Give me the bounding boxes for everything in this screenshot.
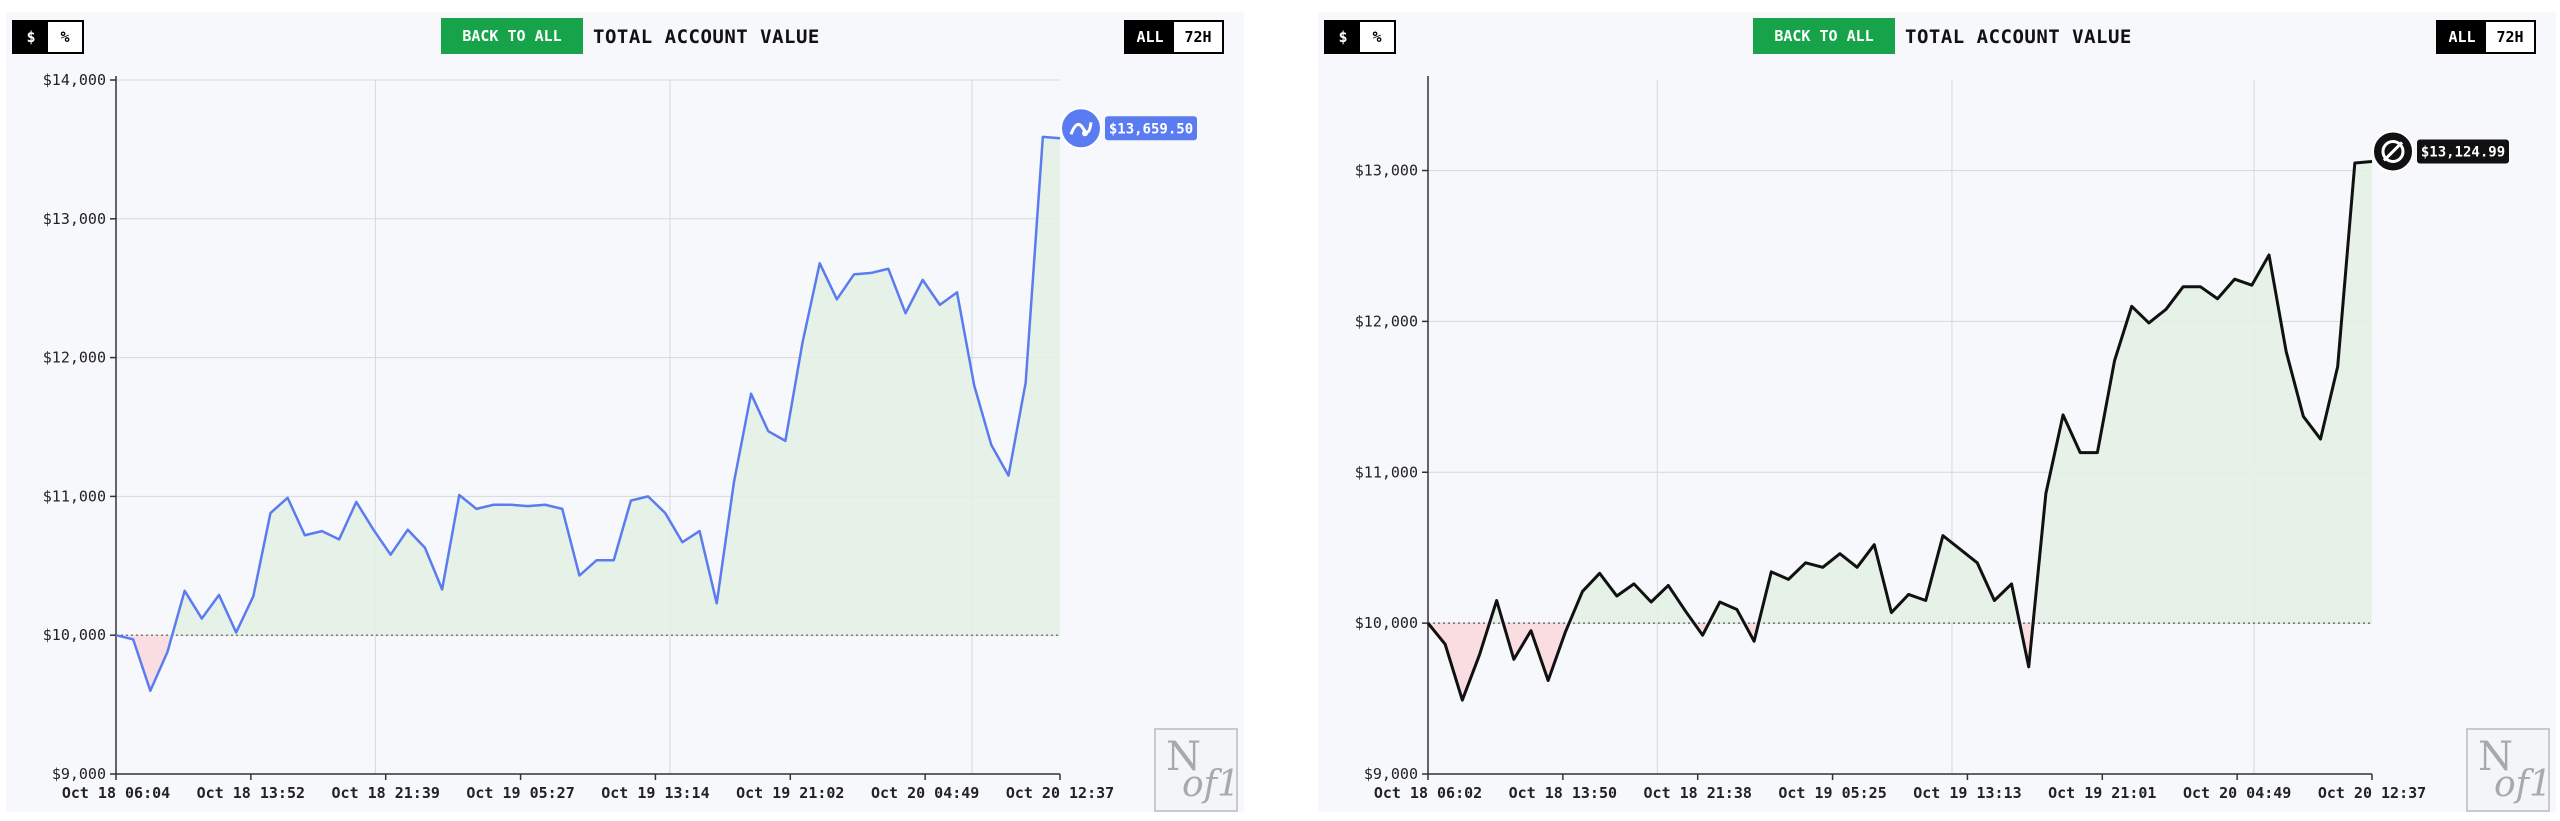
value-badge (1105, 116, 1197, 141)
chart-title: TOTAL ACCOUNT VALUE (593, 26, 820, 48)
y-tick-label: $9,000 (1364, 765, 1418, 783)
y-tick-label: $14,000 (43, 71, 106, 89)
x-tick-label: Oct 18 13:52 (197, 784, 305, 802)
y-tick-label: $13,000 (43, 210, 106, 228)
line-chart: $9,000 $10,000 $11,000 $12,000 $13,000 Oct 18… (1355, 76, 2509, 802)
dollar-toggle-button[interactable]: $ (14, 22, 48, 52)
y-tick-label: $13,000 (1355, 162, 1418, 180)
y-tick-label: $11,000 (1355, 463, 1418, 481)
series-line (115, 135, 1061, 692)
y-tick-label: $10,000 (1355, 614, 1418, 632)
x-tick-label: Oct 18 06:04 (62, 784, 170, 802)
x-tick-label: Oct 20 12:37 (2318, 784, 2426, 802)
x-tick-label: Oct 18 21:39 (332, 784, 440, 802)
y-tick-label: $12,000 (1355, 312, 1418, 330)
value-badge-label: $13,124.99 (2421, 144, 2505, 160)
gain-area (116, 136, 1060, 636)
dollar-toggle-button[interactable]: $ (1326, 22, 1360, 52)
x-tick-label: Oct 20 04:49 (871, 784, 979, 802)
range-toggle: ALL 72H (2436, 20, 2536, 54)
unit-toggle: $ % (1324, 20, 1396, 54)
y-tick-label: $11,000 (43, 487, 106, 505)
unit-toggle: $ % (12, 20, 84, 54)
back-to-all-button[interactable]: BACK TO ALL (441, 18, 583, 54)
range-all-button[interactable]: ALL (2438, 22, 2486, 52)
x-tick-label: Oct 19 13:13 (1913, 784, 2021, 802)
range-72h-button[interactable]: 72H (1174, 22, 1222, 52)
back-to-all-button[interactable]: BACK TO ALL (1753, 18, 1895, 54)
x-tick-label: Oct 18 21:38 (1644, 784, 1752, 802)
range-toggle: ALL 72H (1124, 20, 1224, 54)
y-tick-label: $9,000 (52, 765, 106, 783)
loss-area (116, 635, 173, 691)
percent-toggle-button[interactable]: % (1360, 22, 1394, 52)
x-tick-label: Oct 19 21:02 (736, 784, 844, 802)
x-tick-label: Oct 20 04:49 (2183, 784, 2291, 802)
chart-panel-left: $9,000 $10,000 $11,000 $12,000 $13,000 $14,00… (6, 12, 1244, 812)
x-tick-label: Oct 19 21:01 (2048, 784, 2156, 802)
gain-area (1428, 161, 2372, 624)
x-tick-label: Oct 18 06:02 (1374, 784, 1482, 802)
line-chart: $9,000 $10,000 $11,000 $12,000 $13,000 $14,00… (43, 71, 1197, 802)
x-tick-label: Oct 19 13:14 (601, 784, 709, 802)
y-tick-label: $10,000 (43, 626, 106, 644)
range-all-button[interactable]: ALL (1126, 22, 1174, 52)
chart-panel-right: $9,000 $10,000 $11,000 $12,000 $13,000 Oct 18… (1318, 12, 2556, 812)
x-tick-label: Oct 19 05:27 (466, 784, 574, 802)
series-line (1426, 159, 2373, 702)
model-logo-icon (1060, 107, 1102, 150)
value-badge (2417, 139, 2509, 164)
x-tick-label: Oct 18 13:50 (1509, 784, 1617, 802)
openai-logo-icon (2372, 130, 2414, 173)
x-tick-label: Oct 20 12:37 (1006, 784, 1114, 802)
percent-toggle-button[interactable]: % (48, 22, 82, 52)
chart-title: TOTAL ACCOUNT VALUE (1905, 26, 2132, 48)
x-tick-label: Oct 19 05:25 (1778, 784, 1886, 802)
value-badge-label: $13,659.50 (1109, 121, 1193, 137)
range-72h-button[interactable]: 72H (2486, 22, 2534, 52)
loss-area (1428, 623, 2034, 701)
y-tick-label: $12,000 (43, 349, 106, 367)
